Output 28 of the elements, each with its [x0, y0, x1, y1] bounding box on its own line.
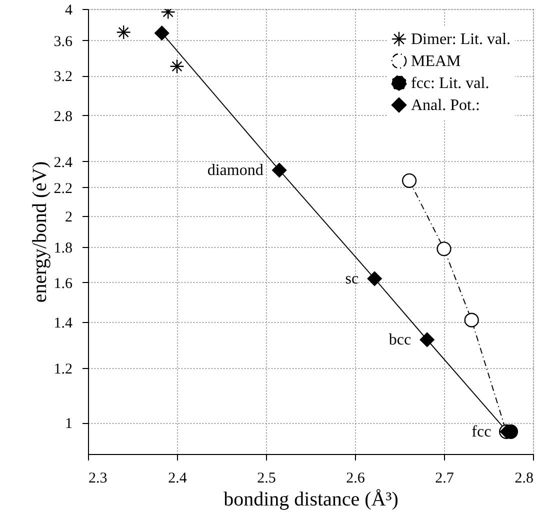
- y-tick-label: 3.2: [54, 69, 72, 86]
- y-tick-label: 1.8: [54, 240, 72, 257]
- x-axis-title: bonding distance (Å³): [224, 488, 398, 510]
- x-tick-label: 2.3: [88, 470, 108, 486]
- legend-label: Anal. Pot.:: [411, 97, 480, 114]
- x-tick-label: 2.6: [346, 470, 366, 486]
- y-tick-label: 2: [65, 209, 72, 226]
- x-tick-label: 2.7: [435, 470, 454, 486]
- y-axis-title: energy/bond (eV): [28, 161, 51, 303]
- annotation: fcc: [472, 424, 492, 441]
- legend-label: Dimer: Lit. val.: [411, 31, 511, 48]
- y-tick-label: 2.4: [54, 154, 73, 171]
- y-tick-label: 3.6: [54, 34, 73, 50]
- y-tick-label: 4: [65, 2, 73, 18]
- annotation: bcc: [388, 332, 412, 349]
- legend-label: fcc: Lit. val.: [411, 75, 490, 92]
- y-tick-label: 1.4: [54, 316, 73, 332]
- y-tick-label: 2.2: [54, 180, 72, 197]
- x-tick-label: 2.4: [168, 470, 188, 486]
- x-tick-label: 2.8: [514, 470, 534, 486]
- y-tick-label: 1: [65, 416, 72, 432]
- y-tick-label: 2.8: [54, 108, 72, 125]
- x-tick-label: 2.5: [257, 470, 276, 486]
- y-tick-label: 1.6: [54, 276, 73, 292]
- annotation: diamond: [207, 162, 264, 180]
- legend-label: MEAM: [411, 53, 461, 70]
- annotation: sc: [345, 270, 359, 288]
- y-tick-label: 1.2: [54, 362, 72, 378]
